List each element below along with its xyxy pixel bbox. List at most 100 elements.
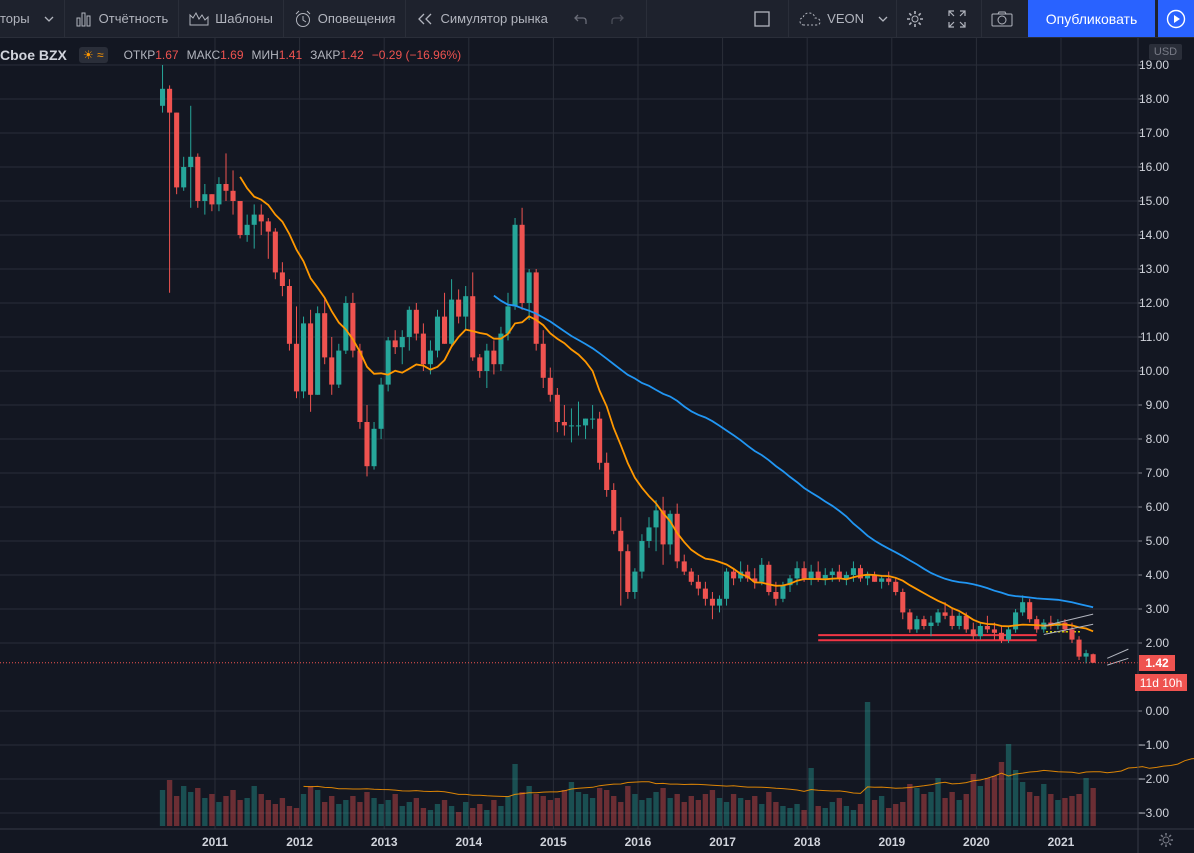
layout-button[interactable] (742, 0, 788, 37)
volume-bar (195, 788, 201, 826)
volume-bar (653, 792, 659, 826)
candle-body (766, 564, 772, 592)
fullscreen-icon (948, 9, 966, 28)
currency-badge[interactable]: USD (1149, 44, 1182, 60)
candle-body (526, 272, 532, 303)
wedge-upper-line (1107, 648, 1129, 659)
candle-body (674, 513, 680, 562)
volume-bar (886, 808, 892, 826)
ma-fast-line (239, 176, 1094, 633)
x-tick-label: 2016 (625, 835, 652, 849)
volume-bar (293, 808, 300, 826)
candle-body (942, 612, 948, 616)
candle-body (202, 194, 208, 201)
volume-bar (1083, 778, 1089, 826)
volume-bar (540, 796, 546, 826)
play-button[interactable] (1158, 0, 1194, 37)
candle-body (611, 490, 617, 531)
x-tick-label: 2017 (709, 835, 736, 849)
bar-chart-icon (76, 12, 91, 26)
volume-bars (159, 702, 1096, 826)
volume-bar (667, 798, 673, 826)
candle-body (1090, 654, 1096, 663)
templates-button[interactable]: Шаблоны (179, 0, 283, 37)
candle-body (561, 422, 567, 426)
price-axis: 19.00 18.00 17.00 16.00 15.00 14.00 13.00 12.00… (1137, 38, 1170, 853)
candle-body (752, 578, 758, 582)
session-icons[interactable]: ☀ ≈ (78, 47, 108, 63)
candle-body (329, 357, 335, 385)
replay-button[interactable]: Симулятор рынка (406, 0, 557, 37)
toolbar-divider (645, 0, 647, 37)
volume-bar (561, 790, 568, 826)
toolbar-divider (405, 0, 407, 37)
toolbar-divider (282, 0, 284, 37)
volume-bar (808, 768, 814, 826)
toolbar-divider (981, 0, 982, 37)
x-tick-label: 2014 (455, 835, 482, 849)
candle-body (195, 156, 201, 201)
candle-body (350, 303, 356, 351)
candle-body (456, 299, 462, 317)
candle-body (921, 619, 927, 626)
wedge-lower-line (1043, 623, 1094, 635)
candle-body (293, 343, 300, 392)
wedge-drawing (1043, 613, 1129, 666)
volume-bar (625, 786, 631, 826)
candle-body (1062, 622, 1068, 630)
candle-body (815, 571, 821, 579)
candle-body (618, 530, 624, 552)
volume-bar (695, 800, 702, 826)
settings-button[interactable] (897, 0, 939, 37)
candle-body (216, 184, 222, 205)
alerts-button[interactable]: Оповещения (284, 0, 406, 37)
candle-body (597, 418, 603, 463)
volume-bar (1076, 794, 1082, 826)
candle-body (843, 575, 849, 579)
candle-body (590, 418, 596, 420)
y-tick-label: 10.00 (1139, 364, 1169, 378)
volume-bar (533, 794, 539, 826)
candle-body (688, 571, 694, 582)
volume-bar (829, 802, 835, 826)
compare-symbol-button[interactable]: VEON (789, 0, 896, 37)
y-tick-label: 5.00 (1146, 534, 1170, 548)
volume-bar (596, 788, 603, 826)
toolbar-divider (788, 0, 790, 37)
candle-body (653, 510, 659, 528)
price-chart[interactable]: 19.00 18.00 17.00 16.00 15.00 14.00 13.00 12.00… (0, 38, 1194, 853)
redo-button[interactable] (602, 0, 646, 37)
candle-body (857, 568, 864, 579)
x-tick-label: 2018 (794, 835, 821, 849)
undo-button[interactable] (558, 0, 602, 37)
candle-body (604, 462, 610, 490)
candle-body (385, 340, 391, 385)
candle-body (392, 340, 398, 348)
y-tick-label: 18.00 (1139, 92, 1169, 106)
y-tick-label: −1.00 (1139, 738, 1170, 752)
candle-body (632, 571, 638, 592)
volume-bar (265, 800, 271, 826)
volume-bar (900, 802, 906, 826)
publish-button[interactable]: Опубликовать (1028, 0, 1155, 37)
candle-body (660, 510, 666, 545)
symbol-exchange[interactable]: Cboe BZX (0, 47, 67, 63)
volume-bar (582, 794, 589, 826)
indicators-button[interactable]: торы (0, 0, 64, 37)
time-axis: 2011 2012 2013 2014 2015 2016 2017 2018 2019 2020… (0, 828, 1194, 849)
volume-bar (618, 802, 624, 826)
reports-button[interactable]: Отчётность (65, 0, 179, 37)
volume-bar (463, 802, 469, 826)
candle-body (308, 323, 314, 395)
gear-icon[interactable] (1158, 832, 1174, 848)
candle-body (872, 575, 878, 582)
fullscreen-button[interactable] (939, 0, 981, 37)
open-value: 1.67 (155, 48, 179, 62)
volume-bar (822, 808, 828, 826)
candle-body (491, 350, 497, 365)
candle-body (1027, 602, 1033, 620)
snapshot-button[interactable] (982, 0, 1028, 37)
volume-bar (1005, 744, 1012, 826)
low-label: МИН (251, 48, 279, 62)
cloud-icon (799, 11, 821, 25)
